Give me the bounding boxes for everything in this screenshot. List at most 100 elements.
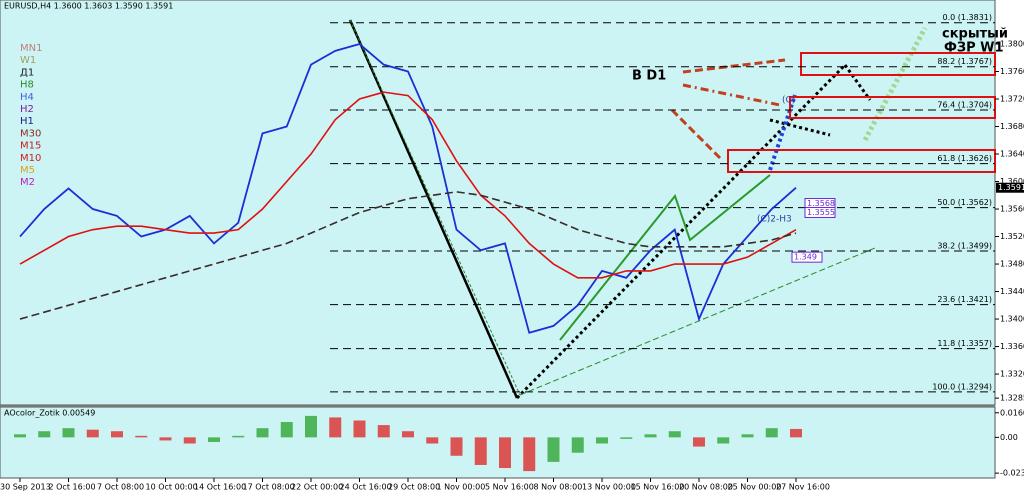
y-tick-label: -0.02332	[1000, 469, 1024, 478]
oscillator-bar	[208, 437, 220, 442]
fib-label: 76.4 (1.3704)	[937, 101, 992, 110]
timeframe-label: M30	[20, 128, 41, 139]
x-tick-label: 13 Nov 00:00	[582, 483, 636, 492]
oscillator-bar	[596, 437, 608, 444]
fib-label: 100.0 (1.3294)	[932, 382, 992, 391]
oscillator-bar	[329, 417, 342, 438]
oscillator-bar	[86, 429, 99, 438]
annotation: скрытый	[942, 27, 1008, 42]
y-tick-label: 0.01602	[1000, 408, 1024, 417]
x-tick-label: 5 Nov 16:00	[485, 483, 534, 492]
indicator-title: AOcolor_Zotik 0.00549	[4, 409, 95, 418]
oscillator-bar	[523, 437, 536, 472]
fib-label: 61.8 (1.3626)	[937, 154, 992, 163]
arrow	[682, 83, 781, 107]
last-price-label: 1.3591	[998, 183, 1024, 192]
x-tick-label: 24 Oct 16:00	[340, 483, 392, 492]
timeframe-label: M5	[20, 165, 35, 176]
chart-title: EURUSD,H4 1.3600 1.3603 1.3590 1.3591	[4, 2, 173, 11]
oscillator-bar	[402, 431, 414, 438]
oscillator-bar	[159, 437, 172, 441]
x-tick-label: 15 Nov 16:00	[631, 483, 685, 492]
timeframe-label: M10	[20, 153, 41, 164]
fib-label: 38.2 (1.3499)	[937, 241, 992, 250]
fib-label: 0.0 (1.3831)	[943, 13, 993, 22]
y-tick-label: 1.3560	[1000, 205, 1024, 214]
timeframe-label: H4	[20, 92, 34, 103]
timeframe-label: H2	[20, 104, 34, 115]
y-tick-label: 1.3640	[1000, 150, 1024, 159]
oscillator-bar	[232, 435, 245, 438]
oscillator-bar	[111, 431, 123, 438]
x-tick-label: 25 Nov 00:00	[728, 483, 782, 492]
y-tick-label: 1.3800	[1000, 40, 1024, 49]
x-tick-label: 22 Oct 00:00	[291, 483, 343, 492]
x-tick-label: 2 Oct 16:00	[49, 483, 96, 492]
oscillator-bar	[280, 422, 293, 438]
zone-box	[800, 52, 996, 76]
trend-line-dotted	[843, 64, 872, 101]
timeframe-label: M2	[20, 177, 35, 188]
oscillator-bar	[693, 437, 705, 447]
y-tick-label: 0.00	[1000, 433, 1018, 442]
price-tag	[804, 206, 836, 218]
price-tag-label: 1.3568	[807, 199, 835, 208]
annotation: ФЗР W1	[944, 41, 1004, 56]
oscillator-bar	[38, 431, 51, 438]
oscillator-bar	[668, 431, 681, 438]
oscillator-bar	[474, 437, 487, 465]
oscillator-bar	[620, 437, 633, 439]
zone-box	[789, 96, 996, 119]
y-tick-label: 1.3520	[1000, 232, 1024, 241]
price-tag-label: 1.3555	[807, 208, 835, 217]
oscillator-bar	[62, 428, 75, 438]
timeframe-label: H8	[20, 80, 34, 91]
oscillator-bar	[353, 420, 366, 438]
annotation: В D1	[632, 69, 666, 84]
arrow	[682, 58, 786, 74]
y-tick-label: 1.3480	[1000, 260, 1024, 269]
last-price-box	[996, 182, 1024, 193]
fib-label: 23.6 (1.3421)	[937, 295, 992, 304]
price-tag-label: 1.349	[794, 253, 817, 262]
y-tick-label: 1.3760	[1000, 67, 1024, 76]
oscillator-bar	[14, 434, 26, 438]
oscillator-bar	[547, 437, 560, 462]
timeframe-label: MN1	[20, 43, 42, 54]
oscillator-bar	[765, 428, 778, 438]
timeframe-label: Д1	[20, 67, 34, 78]
price-tag	[791, 251, 823, 263]
x-tick-label: 14 Oct 16:00	[194, 483, 246, 492]
price-line	[19, 191, 797, 320]
annotation: (C)2-H3	[757, 215, 792, 225]
fib-label: 88.2 (1.3767)	[937, 57, 992, 66]
projection-line	[768, 94, 797, 171]
y-tick-label: 1.3360	[1000, 342, 1024, 351]
y-tick-label: 1.3600	[1000, 177, 1024, 186]
timeframe-label: W1	[20, 55, 36, 66]
y-tick-label: 1.3680	[1000, 122, 1024, 131]
price-line	[19, 43, 797, 334]
oscillator-bar	[377, 425, 390, 438]
y-tick-label: 1.3285	[1000, 394, 1024, 403]
x-tick-label: 8 Nov 08:00	[534, 483, 583, 492]
oscillator-bar	[741, 434, 754, 438]
x-tick-label: 20 Nov 08:00	[679, 483, 733, 492]
x-tick-label: 1 Nov 00:00	[437, 483, 486, 492]
y-tick-label: 1.3440	[1000, 287, 1024, 296]
zone-box	[727, 149, 996, 173]
timeframe-label: M15	[20, 141, 41, 152]
trend-line-green	[519, 247, 876, 396]
fib-label: 50.0 (1.3562)	[937, 198, 992, 207]
x-tick-label: 29 Oct 08:00	[388, 483, 440, 492]
x-tick-label: 27 Nov 16:00	[776, 483, 830, 492]
y-tick-label: 1.3320	[1000, 370, 1024, 379]
oscillator-bar	[183, 437, 196, 444]
oscillator-bar	[499, 437, 511, 469]
x-tick-label: 30 Sep 2013	[0, 483, 51, 492]
timeframe-label: H1	[20, 116, 34, 127]
trend-line	[348, 19, 519, 399]
x-tick-label: 7 Oct 08:00	[97, 483, 144, 492]
x-tick-label: 17 Oct 08:00	[243, 483, 295, 492]
